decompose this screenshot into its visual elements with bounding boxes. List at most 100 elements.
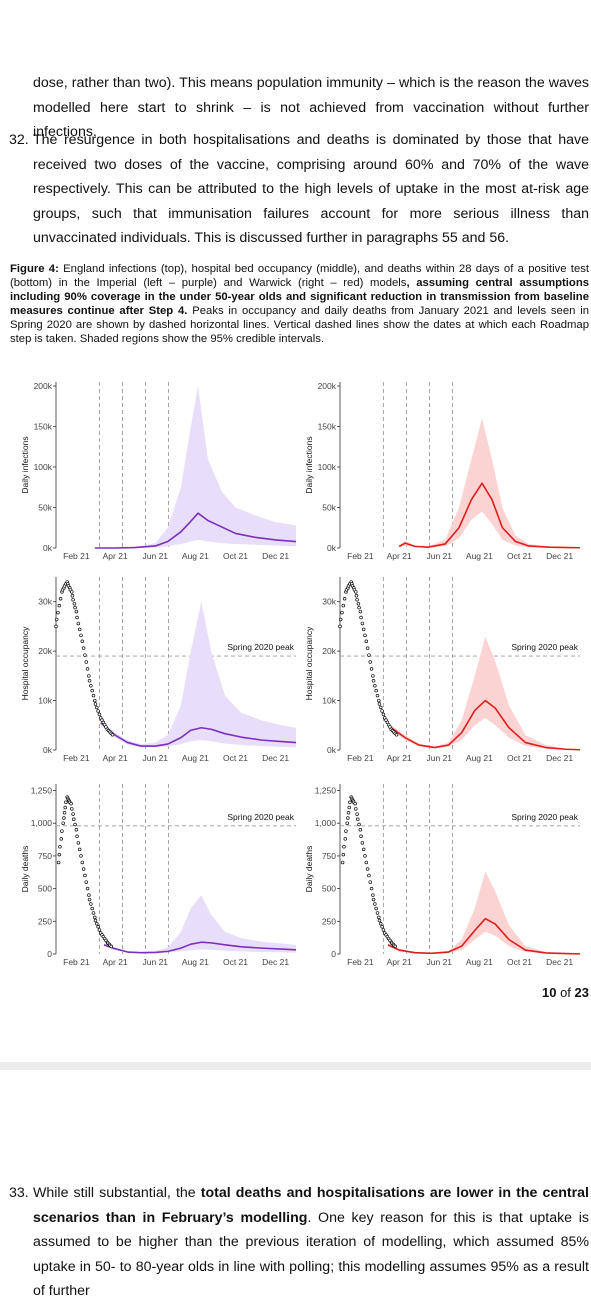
x-tick-label: Aug 21: [182, 753, 209, 763]
caption-text-2: Peaks in occupancy and daily deaths from…: [10, 305, 589, 346]
observed-point: [373, 683, 377, 688]
y-tick-label: 150k: [318, 422, 337, 432]
x-tick-label: Apr 21: [103, 753, 128, 763]
observed-point: [75, 615, 79, 620]
observed-point: [374, 688, 378, 693]
x-tick-label: Apr 21: [103, 551, 128, 561]
model-projection-line: [398, 482, 581, 549]
y-axis-label: Hospital occupancy: [304, 626, 314, 700]
y-tick-label: 30k: [38, 597, 52, 607]
y-tick-label: 1,250: [31, 786, 53, 796]
page-total: 23: [574, 985, 589, 1000]
document-page-10: dose, rather than two). This means popul…: [9, 75, 590, 1000]
credible-interval-band: [399, 418, 580, 548]
x-tick-label: Feb 21: [63, 957, 90, 967]
observed-point: [377, 698, 381, 703]
observed-point: [374, 906, 378, 911]
model-projection-line: [390, 699, 581, 751]
observed-point: [357, 822, 361, 827]
paragraph-continuation: dose, rather than two). This means popul…: [33, 75, 589, 140]
y-tick-label: 500: [322, 884, 336, 894]
y-tick-label: 1,000: [315, 818, 337, 828]
observed-point: [93, 918, 98, 923]
y-tick-label: 200k: [34, 381, 53, 391]
y-tick-label: 100k: [34, 462, 53, 472]
y-tick-label: 200k: [318, 381, 337, 391]
observed-point: [355, 812, 359, 816]
observed-point: [360, 621, 365, 626]
x-tick-label: Oct 21: [223, 957, 248, 967]
p33-bold: total deaths and hospitalisations are lo…: [33, 1185, 589, 1226]
observed-point: [338, 617, 343, 622]
model-projection-line: [94, 512, 297, 549]
observed-point: [77, 627, 82, 632]
page-of: of: [560, 985, 571, 1000]
observed-point: [91, 911, 96, 915]
x-tick-label: Apr 21: [387, 551, 412, 561]
observed-point: [83, 873, 87, 878]
y-axis-label: Daily infections: [304, 436, 314, 493]
y-tick-label: 30k: [322, 597, 336, 607]
observed-point: [360, 841, 365, 845]
observed-point: [393, 944, 397, 949]
x-tick-label: Feb 21: [347, 551, 374, 561]
x-tick-label: Aug 21: [466, 753, 493, 763]
observed-point: [81, 867, 86, 871]
observed-point: [87, 897, 92, 902]
spring-2020-peak-label: Spring 2020 peak: [511, 812, 578, 822]
y-tick-label: 750: [322, 851, 336, 861]
x-tick-label: Apr 21: [387, 957, 412, 967]
observed-point: [359, 615, 363, 620]
observed-point: [71, 812, 75, 816]
observed-point: [93, 702, 98, 706]
x-tick-label: Feb 21: [347, 957, 374, 967]
observed-point: [84, 880, 88, 884]
observed-point: [110, 733, 115, 737]
y-axis-label: Daily infections: [20, 436, 30, 493]
observed-point: [93, 915, 97, 920]
observed-point: [97, 712, 102, 717]
page-number: 10 of 23: [542, 985, 589, 1000]
observed-point: [377, 918, 382, 923]
chart-panel-4: 0k 10k 20k 30k Hospital occupancy Feb 21 Apr 2…: [304, 577, 581, 763]
observed-point: [341, 603, 346, 608]
x-tick-label: Oct 21: [223, 551, 248, 561]
observed-point: [89, 683, 93, 688]
y-tick-label: 20k: [322, 646, 336, 656]
spring-2020-peak-label: Spring 2020 peak: [227, 812, 294, 822]
observed-point: [380, 925, 384, 929]
observed-point: [371, 674, 375, 678]
y-tick-label: 0k: [43, 543, 53, 553]
observed-point: [380, 709, 384, 713]
paragraph-33: While still substantial, the total death…: [33, 1181, 589, 1304]
observed-point: [75, 834, 79, 839]
x-tick-label: Apr 21: [387, 753, 412, 763]
x-tick-label: Aug 21: [466, 551, 493, 561]
observed-point: [56, 610, 60, 615]
observed-point: [58, 596, 63, 601]
p33-text-a: While still substantial, the: [33, 1185, 201, 1201]
observed-point: [365, 867, 370, 871]
observed-point: [363, 633, 367, 638]
observed-point: [346, 816, 350, 820]
figure-label: Figure 4:: [10, 263, 59, 275]
credible-interval-band: [104, 895, 296, 954]
observed-point: [356, 817, 360, 822]
x-tick-label: Dec 21: [262, 753, 289, 763]
observed-point: [84, 660, 88, 664]
model-projection-line: [387, 917, 581, 955]
observed-point: [338, 624, 342, 629]
y-axis-label: Daily deaths: [20, 846, 30, 893]
observed-point: [76, 621, 81, 626]
page-separator: [0, 1062, 591, 1070]
y-tick-label: 250: [38, 916, 52, 926]
x-tick-label: Feb 21: [63, 551, 90, 561]
observed-point: [354, 807, 358, 811]
observed-point: [361, 847, 366, 852]
observed-point: [93, 698, 97, 703]
observed-point: [96, 709, 100, 713]
observed-point: [358, 609, 363, 614]
observed-point: [73, 822, 77, 827]
observed-point: [368, 880, 372, 884]
observed-point: [80, 860, 85, 865]
